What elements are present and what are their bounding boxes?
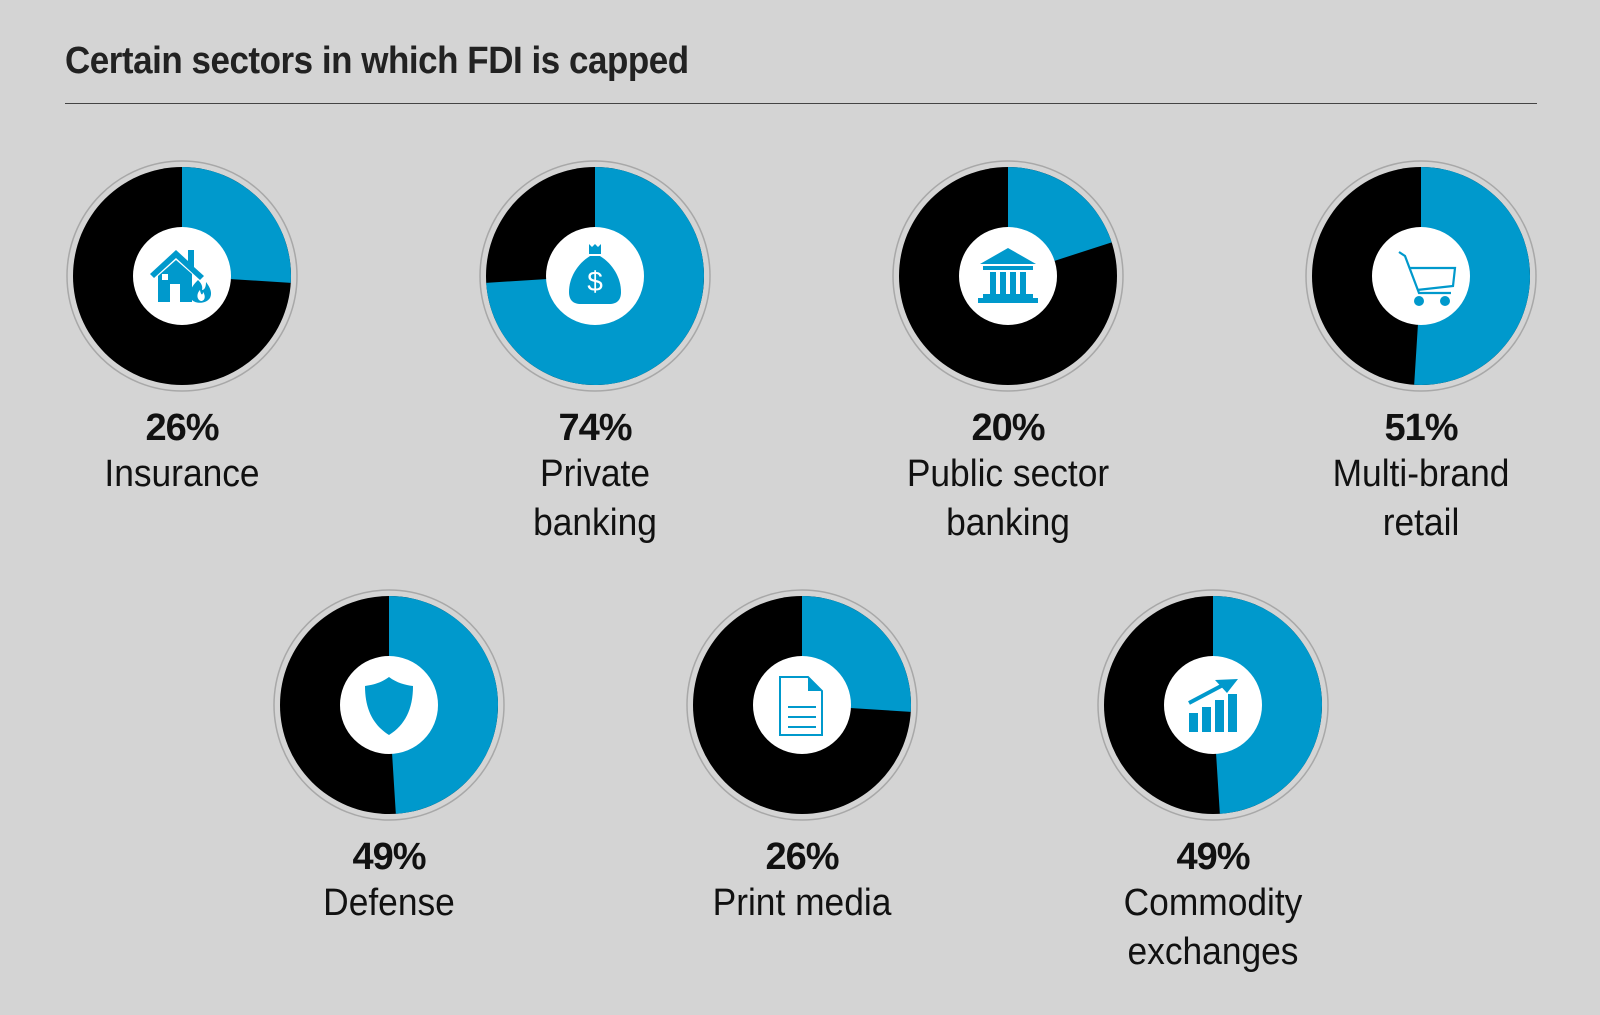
- outer-ring: [273, 589, 505, 821]
- outer-ring: [686, 589, 918, 821]
- outer-ring: [479, 160, 711, 392]
- outer-ring: [1305, 160, 1537, 392]
- icon-hub: [959, 227, 1057, 325]
- category-label: Defense: [323, 882, 455, 924]
- outer-ring: [892, 160, 1124, 392]
- category-label: Print media: [712, 882, 892, 924]
- money-bag-icon: $: [569, 244, 621, 304]
- shopping-cart-icon: [1398, 251, 1457, 306]
- icon-hub: [1372, 227, 1470, 325]
- category-label: banking: [533, 502, 657, 544]
- value-label: 51%: [1384, 407, 1458, 449]
- category-label: exchanges: [1127, 931, 1299, 973]
- outer-ring: [1097, 589, 1329, 821]
- svg-text:$: $: [587, 266, 603, 297]
- title-divider: [65, 103, 1537, 104]
- value-label: 20%: [971, 407, 1045, 449]
- donut-insurance: [66, 160, 298, 392]
- donut-defense: [273, 589, 505, 821]
- donut-public-sector-banking: [892, 160, 1124, 392]
- value-label: 26%: [765, 836, 839, 878]
- donut-label: 51% Multi-brand retail: [1271, 406, 1571, 548]
- donut-label: 49% Defense: [239, 835, 539, 928]
- growth-chart-icon: [1188, 679, 1238, 732]
- category-label: retail: [1382, 502, 1460, 544]
- icon-hub: [753, 656, 851, 754]
- donut-label: 49% Commodity exchanges: [1063, 835, 1363, 977]
- donut-label: 74% Private banking: [445, 406, 745, 548]
- value-label: 49%: [1176, 836, 1250, 878]
- category-label: Commodity: [1123, 882, 1303, 924]
- value-label: 74%: [558, 407, 632, 449]
- cap-slice: [1213, 596, 1322, 814]
- category-label: Public sector: [906, 453, 1110, 495]
- house-fire-icon: [150, 250, 212, 303]
- outer-ring: [66, 160, 298, 392]
- donut-private-banking: $: [479, 160, 711, 392]
- cap-slice: [389, 596, 498, 814]
- donut-print-media: [686, 589, 918, 821]
- category-label: Insurance: [104, 453, 260, 495]
- shield-icon: [365, 677, 413, 735]
- chart-title: Certain sectors in which FDI is capped: [65, 40, 689, 82]
- value-label: 49%: [352, 836, 426, 878]
- donut-commodity-exchanges: [1097, 589, 1329, 821]
- category-label: Multi-brand: [1332, 453, 1510, 495]
- donut-label: 26% Print media: [652, 835, 952, 928]
- value-label: 26%: [145, 407, 219, 449]
- category-label: Private: [539, 453, 651, 495]
- icon-hub: [1164, 656, 1262, 754]
- category-label: banking: [946, 502, 1070, 544]
- cap-slice: [1414, 167, 1531, 386]
- document-icon: [779, 676, 823, 736]
- donut-label: 26% Insurance: [32, 406, 332, 499]
- donut-label: 20% Public sector banking: [858, 406, 1158, 548]
- bank-building-icon: [978, 248, 1038, 303]
- donut-multi-brand-retail: [1305, 160, 1537, 392]
